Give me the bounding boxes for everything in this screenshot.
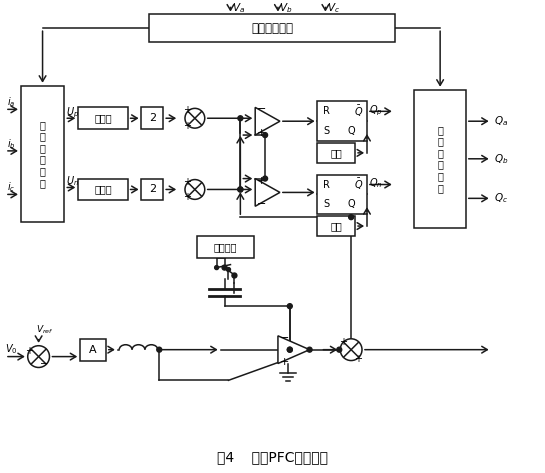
Polygon shape <box>255 179 280 206</box>
Text: R: R <box>323 106 330 116</box>
Text: $\bar{Q}$: $\bar{Q}$ <box>354 177 364 192</box>
Bar <box>78 107 128 129</box>
Bar <box>318 175 367 214</box>
Text: $Q_p$: $Q_p$ <box>369 103 383 117</box>
Text: −: − <box>280 333 289 343</box>
Bar <box>318 101 367 141</box>
Bar <box>318 216 355 236</box>
Text: $i_b$: $i_b$ <box>7 137 15 151</box>
Text: $i_c$: $i_c$ <box>7 181 15 194</box>
Text: +: + <box>25 346 33 356</box>
Text: 2: 2 <box>149 113 156 123</box>
Circle shape <box>349 215 354 219</box>
Text: 时钟: 时钟 <box>330 148 342 158</box>
Text: $Q_b$: $Q_b$ <box>494 152 508 166</box>
Bar <box>197 236 254 258</box>
Polygon shape <box>255 107 280 135</box>
Text: 滤波器: 滤波器 <box>94 113 112 123</box>
Text: +: + <box>280 357 289 367</box>
Circle shape <box>28 346 50 368</box>
Text: $Q_n$: $Q_n$ <box>369 176 383 191</box>
Text: −: − <box>40 359 49 368</box>
Circle shape <box>287 347 292 352</box>
Text: Q: Q <box>347 199 355 209</box>
Text: 复位开关: 复位开关 <box>214 242 237 252</box>
Text: +: + <box>354 354 362 364</box>
Text: $V_b$: $V_b$ <box>279 1 293 15</box>
Text: $V_0$: $V_0$ <box>5 342 17 356</box>
Text: 区
间
选
择
电
路: 区 间 选 择 电 路 <box>40 120 45 188</box>
Text: +: + <box>183 193 191 202</box>
Text: +: + <box>183 121 191 131</box>
Text: $V_{ref}$: $V_{ref}$ <box>36 324 53 336</box>
Text: 图4    三相PFC控制框图: 图4 三相PFC控制框图 <box>216 450 328 464</box>
Text: $U_n$: $U_n$ <box>66 175 79 188</box>
Text: −: − <box>257 199 267 209</box>
Bar <box>80 339 106 360</box>
Text: $U_p$: $U_p$ <box>66 105 80 120</box>
Bar <box>318 143 355 163</box>
Polygon shape <box>278 336 310 364</box>
Text: −: − <box>257 105 267 114</box>
Text: $V_a$: $V_a$ <box>232 1 245 15</box>
Bar <box>414 89 466 228</box>
Circle shape <box>185 108 205 128</box>
Circle shape <box>287 304 292 308</box>
Text: $Q_c$: $Q_c$ <box>494 192 507 205</box>
Circle shape <box>238 187 243 192</box>
Text: $V_c$: $V_c$ <box>327 1 340 15</box>
Bar <box>78 179 128 201</box>
Text: +: + <box>183 176 191 186</box>
Circle shape <box>340 339 362 360</box>
Text: $Q_a$: $Q_a$ <box>494 114 508 128</box>
Circle shape <box>185 180 205 199</box>
Circle shape <box>263 132 268 138</box>
Text: Q: Q <box>347 126 355 136</box>
Text: S: S <box>323 199 330 209</box>
Bar <box>149 14 395 42</box>
Circle shape <box>238 187 243 192</box>
Circle shape <box>222 265 227 270</box>
Text: S: S <box>323 126 330 136</box>
Circle shape <box>263 176 268 181</box>
Circle shape <box>215 266 219 270</box>
Text: 输
出
逻
辑
电
路: 输 出 逻 辑 电 路 <box>437 125 443 193</box>
Circle shape <box>227 268 231 272</box>
Bar <box>142 179 163 201</box>
Text: 2: 2 <box>149 184 156 194</box>
Circle shape <box>238 116 243 121</box>
Bar <box>21 86 64 222</box>
Text: A: A <box>89 345 97 355</box>
Text: +: + <box>257 128 267 138</box>
Text: $i_a$: $i_a$ <box>7 96 15 109</box>
Circle shape <box>307 347 312 352</box>
Bar <box>142 107 163 129</box>
Text: +: + <box>339 337 347 347</box>
Text: 时钟: 时钟 <box>330 221 342 231</box>
Circle shape <box>157 347 162 352</box>
Circle shape <box>232 273 237 278</box>
Circle shape <box>337 347 342 352</box>
Circle shape <box>287 347 292 352</box>
Text: 区间选择电路: 区间选择电路 <box>251 22 293 35</box>
Text: $\bar{Q}$: $\bar{Q}$ <box>354 104 364 119</box>
Text: 滤波器: 滤波器 <box>94 184 112 194</box>
Text: +: + <box>257 175 267 185</box>
Text: R: R <box>323 180 330 190</box>
Text: +: + <box>183 105 191 115</box>
